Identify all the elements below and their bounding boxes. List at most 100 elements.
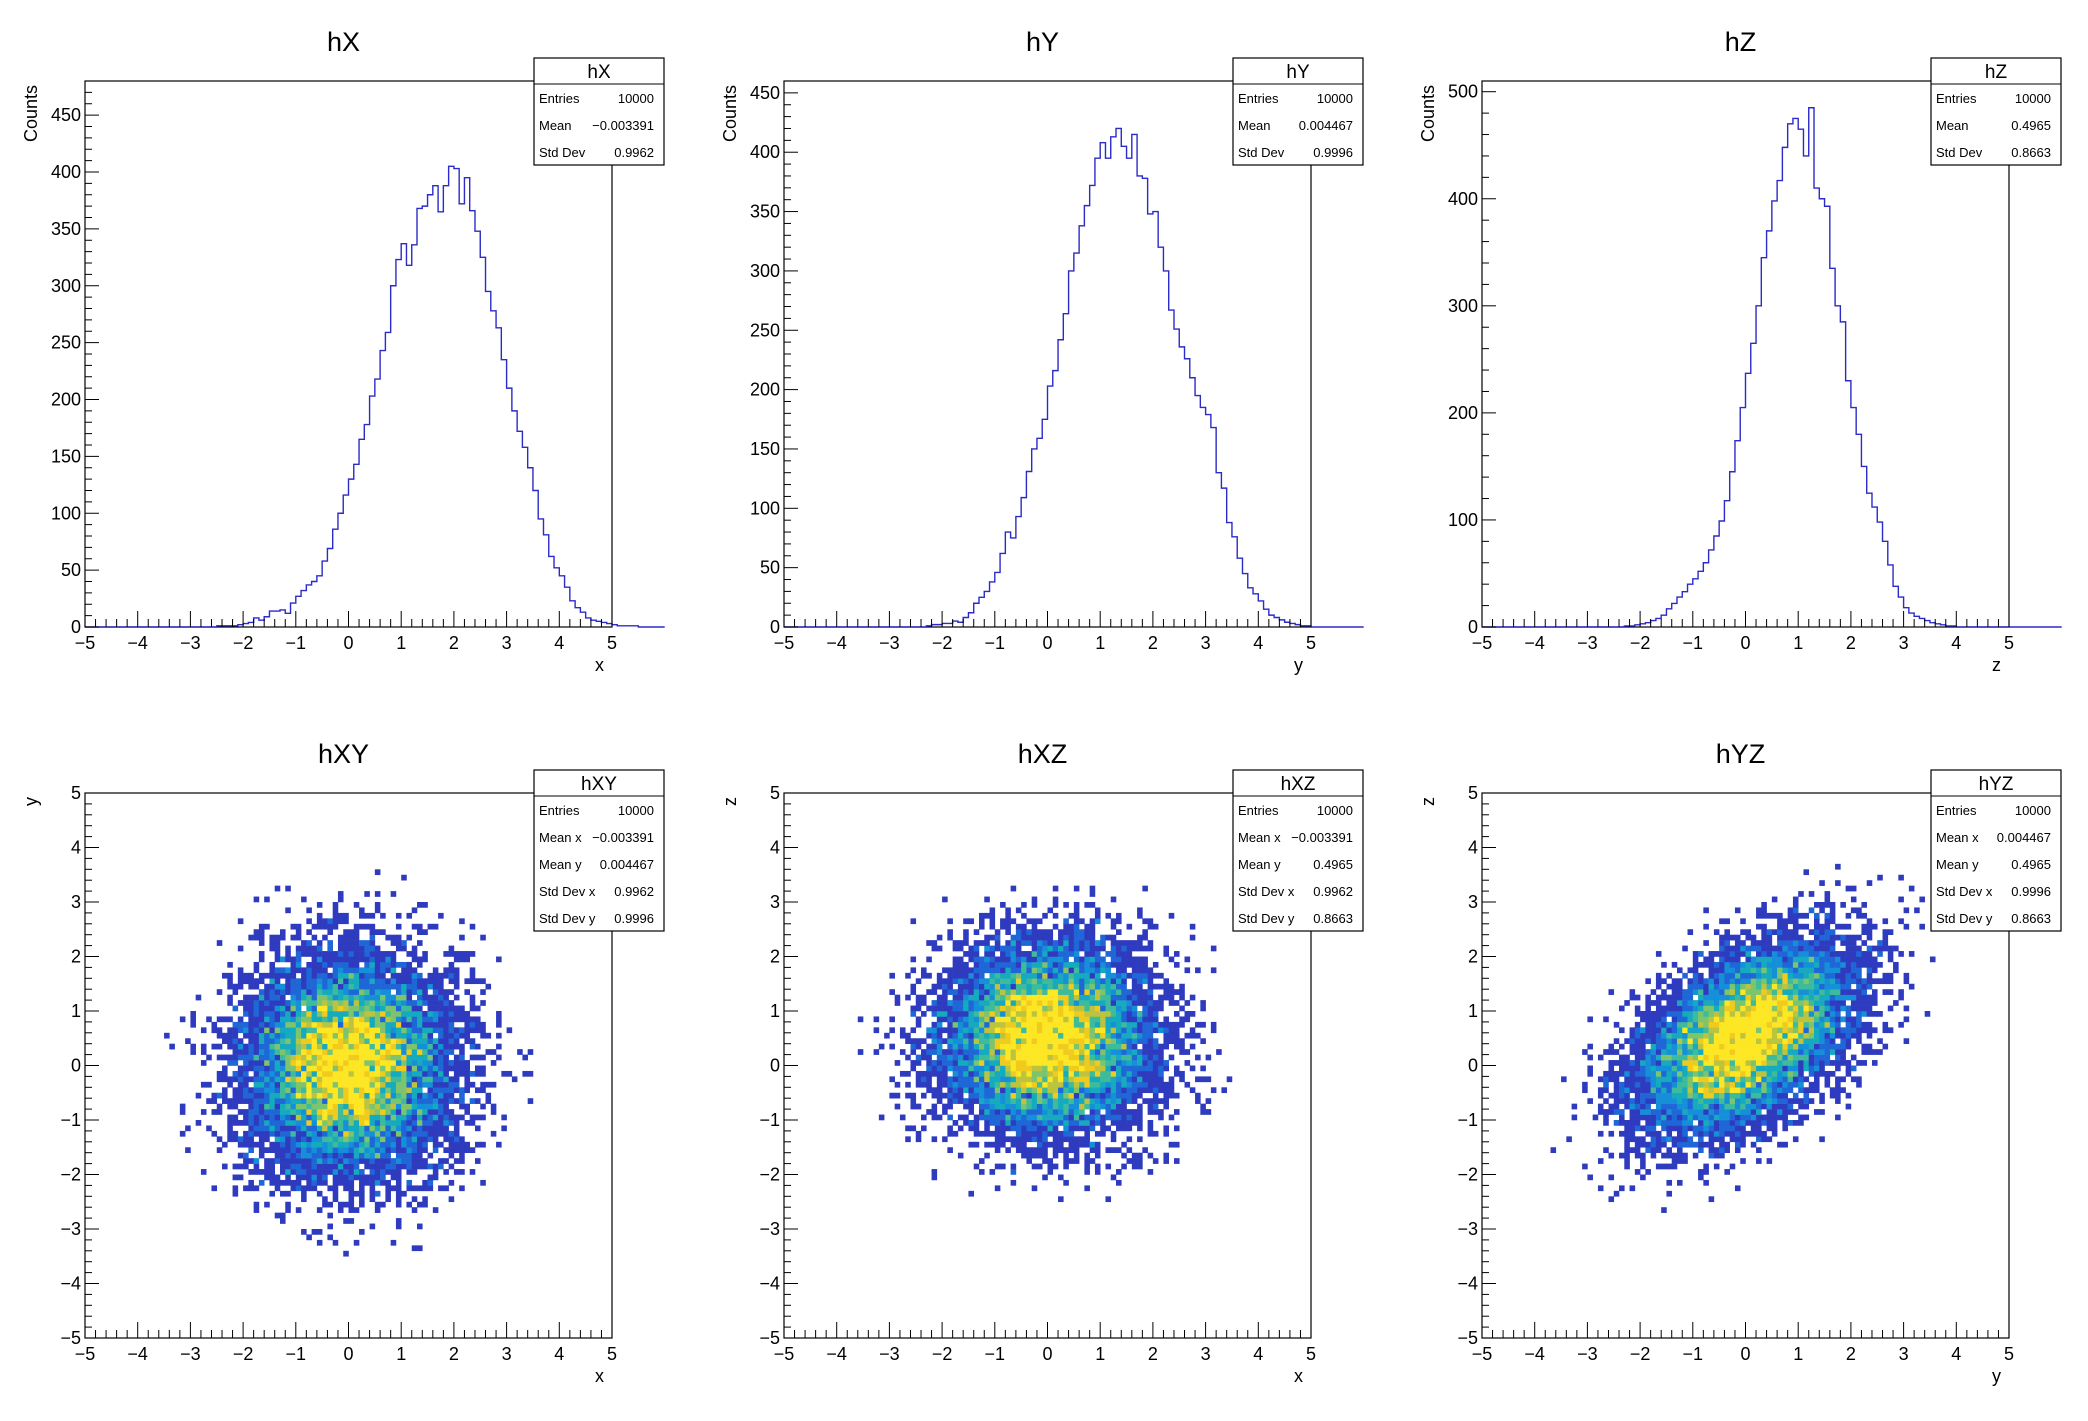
heatmap-cell [301, 897, 307, 903]
heatmap-cell [1142, 946, 1148, 952]
heatmap-cell [1053, 1153, 1059, 1159]
heatmap-cell [401, 1027, 407, 1033]
heatmap-cell [1026, 1044, 1032, 1050]
heatmap-cell [327, 1055, 333, 1061]
heatmap-cell [454, 1038, 460, 1044]
heatmap-cell [953, 1044, 959, 1050]
heatmap-cell [301, 946, 307, 952]
heatmap-cell [1608, 1104, 1614, 1110]
heatmap-cell [905, 1082, 911, 1088]
heatmap-cell [370, 978, 376, 984]
heatmap-cell [1582, 1164, 1588, 1170]
heatmap-cell [380, 962, 386, 968]
heatmap-cell [1635, 1076, 1641, 1082]
heatmap-cell [454, 1060, 460, 1066]
heatmap-cell [417, 1120, 423, 1126]
heatmap-cell [1111, 940, 1117, 946]
heatmap-cell [1021, 1098, 1027, 1104]
heatmap-cell [1042, 1120, 1048, 1126]
heatmap-cell [1069, 978, 1075, 984]
heatmap-cell [1011, 1027, 1017, 1033]
heatmap-cell [1032, 1109, 1038, 1115]
heatmap-cell [990, 1027, 996, 1033]
heatmap-cell [238, 1153, 244, 1159]
heatmap-cell [1021, 1000, 1027, 1006]
heatmap-cell [322, 1060, 328, 1066]
heatmap-cell [359, 1044, 365, 1050]
heatmap-cell [1619, 1060, 1625, 1066]
heatmap-cell [926, 973, 932, 979]
heatmap-cell [428, 1066, 434, 1072]
heatmap-cell [243, 1055, 249, 1061]
heatmap-cell [364, 891, 370, 897]
heatmap-cell [1016, 1093, 1022, 1099]
heatmap-cell [1026, 1147, 1032, 1153]
heatmap-cell [1100, 1055, 1106, 1061]
heatmap-cell [343, 1082, 349, 1088]
heatmap-cell [932, 1109, 938, 1115]
heatmap-cell [370, 1055, 376, 1061]
heatmap-cell [1053, 957, 1059, 963]
heatmap-cell [401, 1115, 407, 1121]
stats-value: 0.8663 [2011, 145, 2051, 160]
heatmap-cell [449, 962, 455, 968]
heatmap-cell [974, 929, 980, 935]
heatmap-cell [947, 929, 953, 935]
heatmap-cell [1100, 984, 1106, 990]
heatmap-cell [396, 1087, 402, 1093]
heatmap-cell [354, 967, 360, 973]
heatmap-cell [1640, 1175, 1646, 1181]
heatmap-cell [1100, 1120, 1106, 1126]
heatmap-cell [285, 989, 291, 995]
heatmap-cells [858, 886, 1232, 1202]
heatmap-cell [995, 929, 1001, 935]
heatmap-cell [449, 1115, 455, 1121]
heatmap-cell [433, 1016, 439, 1022]
heatmap-cell [1058, 1066, 1064, 1072]
heatmap-cell [254, 978, 260, 984]
heatmap-cell [417, 902, 423, 908]
heatmap-cell [459, 1066, 465, 1072]
heatmap-cell [1587, 1066, 1593, 1072]
heatmap-cell [1137, 1033, 1143, 1039]
heatmap-cell [1037, 1027, 1043, 1033]
heatmap-cell [264, 1006, 270, 1012]
heatmap-cell [1032, 1011, 1038, 1017]
heatmap-cell [1058, 967, 1064, 973]
heatmap-cell [932, 984, 938, 990]
heatmap-cell [301, 1022, 307, 1028]
heatmap-cell [306, 1169, 312, 1175]
heatmap-cell [396, 913, 402, 919]
heatmap-cell [464, 1071, 470, 1077]
heatmap-cell [990, 1104, 996, 1110]
heatmap-cell [1037, 1011, 1043, 1017]
heatmap-cell [1042, 1136, 1048, 1142]
heatmap-cell [1005, 957, 1011, 963]
heatmap-cell [338, 1142, 344, 1148]
heatmap-cell [1053, 1125, 1059, 1131]
heatmap-cell [349, 995, 355, 1001]
heatmap-cell [217, 1016, 223, 1022]
heatmap-cell [343, 1016, 349, 1022]
heatmap-cell [947, 1093, 953, 1099]
heatmap-cell [301, 1175, 307, 1181]
heatmap-cell [910, 1049, 916, 1055]
heatmap-cell [296, 1185, 302, 1191]
heatmap-cell [942, 1076, 948, 1082]
heatmap-cell [354, 1169, 360, 1175]
heatmap-cell [1058, 957, 1064, 963]
heatmap-cell [370, 1196, 376, 1202]
heatmap-cell [921, 1049, 927, 1055]
heatmap-cell [1163, 1082, 1169, 1088]
heatmap-cell [1227, 1076, 1233, 1082]
heatmap-cell [1137, 1153, 1143, 1159]
heatmap-cell [1640, 1038, 1646, 1044]
heatmap-cell [354, 1071, 360, 1077]
heatmap-cell [385, 1120, 391, 1126]
heatmap-cell [259, 1153, 265, 1159]
heatmap-cell [248, 1066, 254, 1072]
heatmap-cell [349, 1120, 355, 1126]
heatmap-cell [264, 1033, 270, 1039]
heatmap-cell [391, 973, 397, 979]
heatmap-cell [1666, 1055, 1672, 1061]
